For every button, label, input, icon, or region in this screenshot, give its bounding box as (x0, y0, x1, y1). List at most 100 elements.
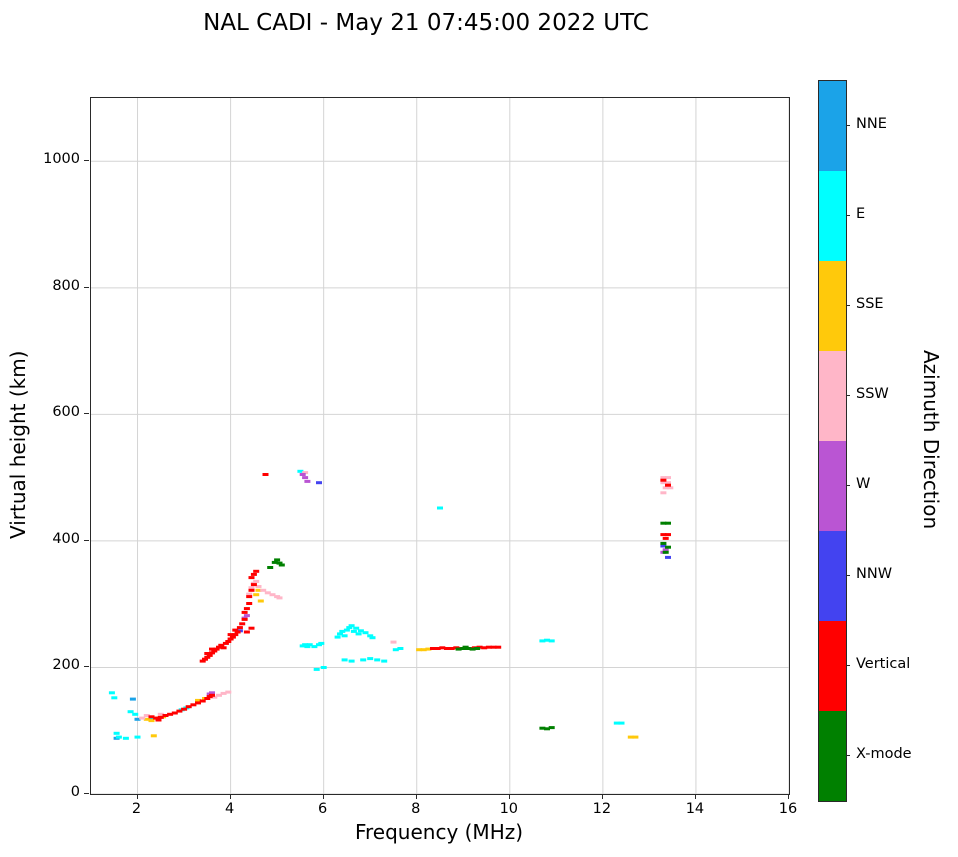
chart-title: NAL CADI - May 21 07:45:00 2022 UTC (203, 10, 649, 36)
data-point-x-mode (278, 563, 285, 567)
y-tick-mark (84, 539, 89, 541)
data-point-vertical (220, 646, 227, 650)
x-tick-label: 16 (778, 801, 798, 817)
data-point-e (381, 659, 388, 663)
x-tick-mark (229, 794, 231, 799)
data-point-e (392, 648, 399, 652)
data-point-e (350, 629, 357, 633)
data-point-vertical (495, 645, 502, 649)
data-point-ssw (246, 592, 253, 596)
data-point-vertical (232, 628, 239, 632)
data-point-vertical (153, 716, 160, 720)
y-tick-mark (84, 160, 89, 162)
data-point-vertical (227, 633, 234, 637)
data-point-vertical (248, 576, 255, 580)
data-point-x-mode (474, 647, 481, 650)
data-point-ssw (220, 691, 227, 695)
data-point-vertical (490, 645, 497, 649)
data-point-e (348, 659, 355, 663)
colorbar (818, 80, 847, 802)
data-point-w (243, 614, 250, 618)
data-point-ssw (260, 588, 267, 592)
data-point-ssw (157, 712, 164, 716)
data-point-nnw (665, 555, 671, 559)
y-tick-label: 0 (70, 784, 80, 800)
data-point-vertical (444, 647, 450, 650)
data-point-nnw (316, 481, 322, 485)
data-point-sse (150, 734, 157, 738)
x-tick-mark (788, 794, 789, 799)
data-point-vertical (204, 652, 211, 655)
data-point-vertical (448, 647, 455, 650)
data-point-vertical (218, 643, 225, 647)
data-point-e (122, 736, 129, 740)
data-point-x-mode (548, 726, 555, 730)
data-point-e (548, 639, 555, 643)
data-point-w (302, 476, 309, 480)
data-point-ssw (225, 690, 232, 694)
colorbar-label-w: W (856, 476, 871, 492)
data-point-ssw (139, 716, 146, 720)
data-point-w (209, 691, 215, 695)
data-point-vertical (243, 630, 250, 634)
data-point-e (337, 632, 343, 636)
data-point-vertical (157, 715, 164, 719)
data-point-e (127, 710, 134, 714)
data-point-e (306, 643, 313, 647)
data-point-vertical (227, 637, 234, 641)
data-point-vertical (243, 607, 250, 611)
data-point-ssw (248, 586, 255, 590)
data-point-ssw (660, 481, 667, 485)
data-point-x-mode (665, 521, 671, 525)
data-point-e (297, 469, 304, 473)
colorbar-tick-mark (846, 215, 850, 216)
data-point-vertical (211, 649, 218, 653)
data-point-vertical (236, 626, 243, 630)
x-tick-mark (415, 794, 417, 799)
colorbar-label-ssw: SSW (856, 386, 889, 402)
data-point-vertical (232, 633, 239, 637)
data-point-vertical (167, 712, 174, 716)
data-point-e (302, 643, 309, 647)
colorbar-tick-mark (846, 485, 850, 486)
data-point-vertical (262, 473, 269, 476)
data-point-e (320, 666, 327, 669)
data-point-x-mode (462, 645, 469, 649)
colorbar-segment-w (819, 441, 846, 531)
data-point-e (132, 712, 139, 716)
data-point-vertical (665, 483, 671, 487)
colorbar-label-vertical: Vertical (856, 656, 911, 672)
x-tick-label: 2 (131, 801, 142, 817)
data-point-sse (148, 719, 155, 723)
data-point-e (353, 626, 360, 630)
data-point-x-mode (660, 541, 667, 545)
data-point-ssw (390, 640, 397, 644)
data-point-e (339, 629, 346, 633)
data-point-x-mode (662, 550, 669, 554)
data-point-vertical (176, 709, 183, 713)
data-point-ssw (216, 693, 222, 697)
data-point-e (539, 639, 546, 643)
data-point-vertical (485, 645, 492, 649)
data-point-x-mode (544, 727, 550, 731)
data-point-e (357, 629, 364, 633)
data-point-sse (632, 735, 639, 739)
data-point-ssw (255, 585, 262, 588)
data-point-ssw (660, 491, 667, 495)
colorbar-segment-ssw (819, 351, 846, 441)
data-point-x-mode (469, 647, 476, 651)
data-point-ssw (660, 476, 667, 480)
data-point-e (343, 628, 350, 632)
data-point-vertical (204, 655, 211, 659)
data-point-w (662, 548, 669, 552)
data-point-e (355, 632, 362, 636)
data-point-ssw (665, 481, 671, 485)
y-tick-mark (84, 413, 89, 415)
data-point-vertical (190, 703, 197, 707)
data-point-vertical (439, 646, 446, 650)
colorbar-label-nne: NNE (856, 116, 887, 132)
colorbar-segment-nnw (819, 531, 846, 621)
colorbar-label-nnw: NNW (856, 566, 893, 582)
data-point-vertical (181, 707, 188, 711)
